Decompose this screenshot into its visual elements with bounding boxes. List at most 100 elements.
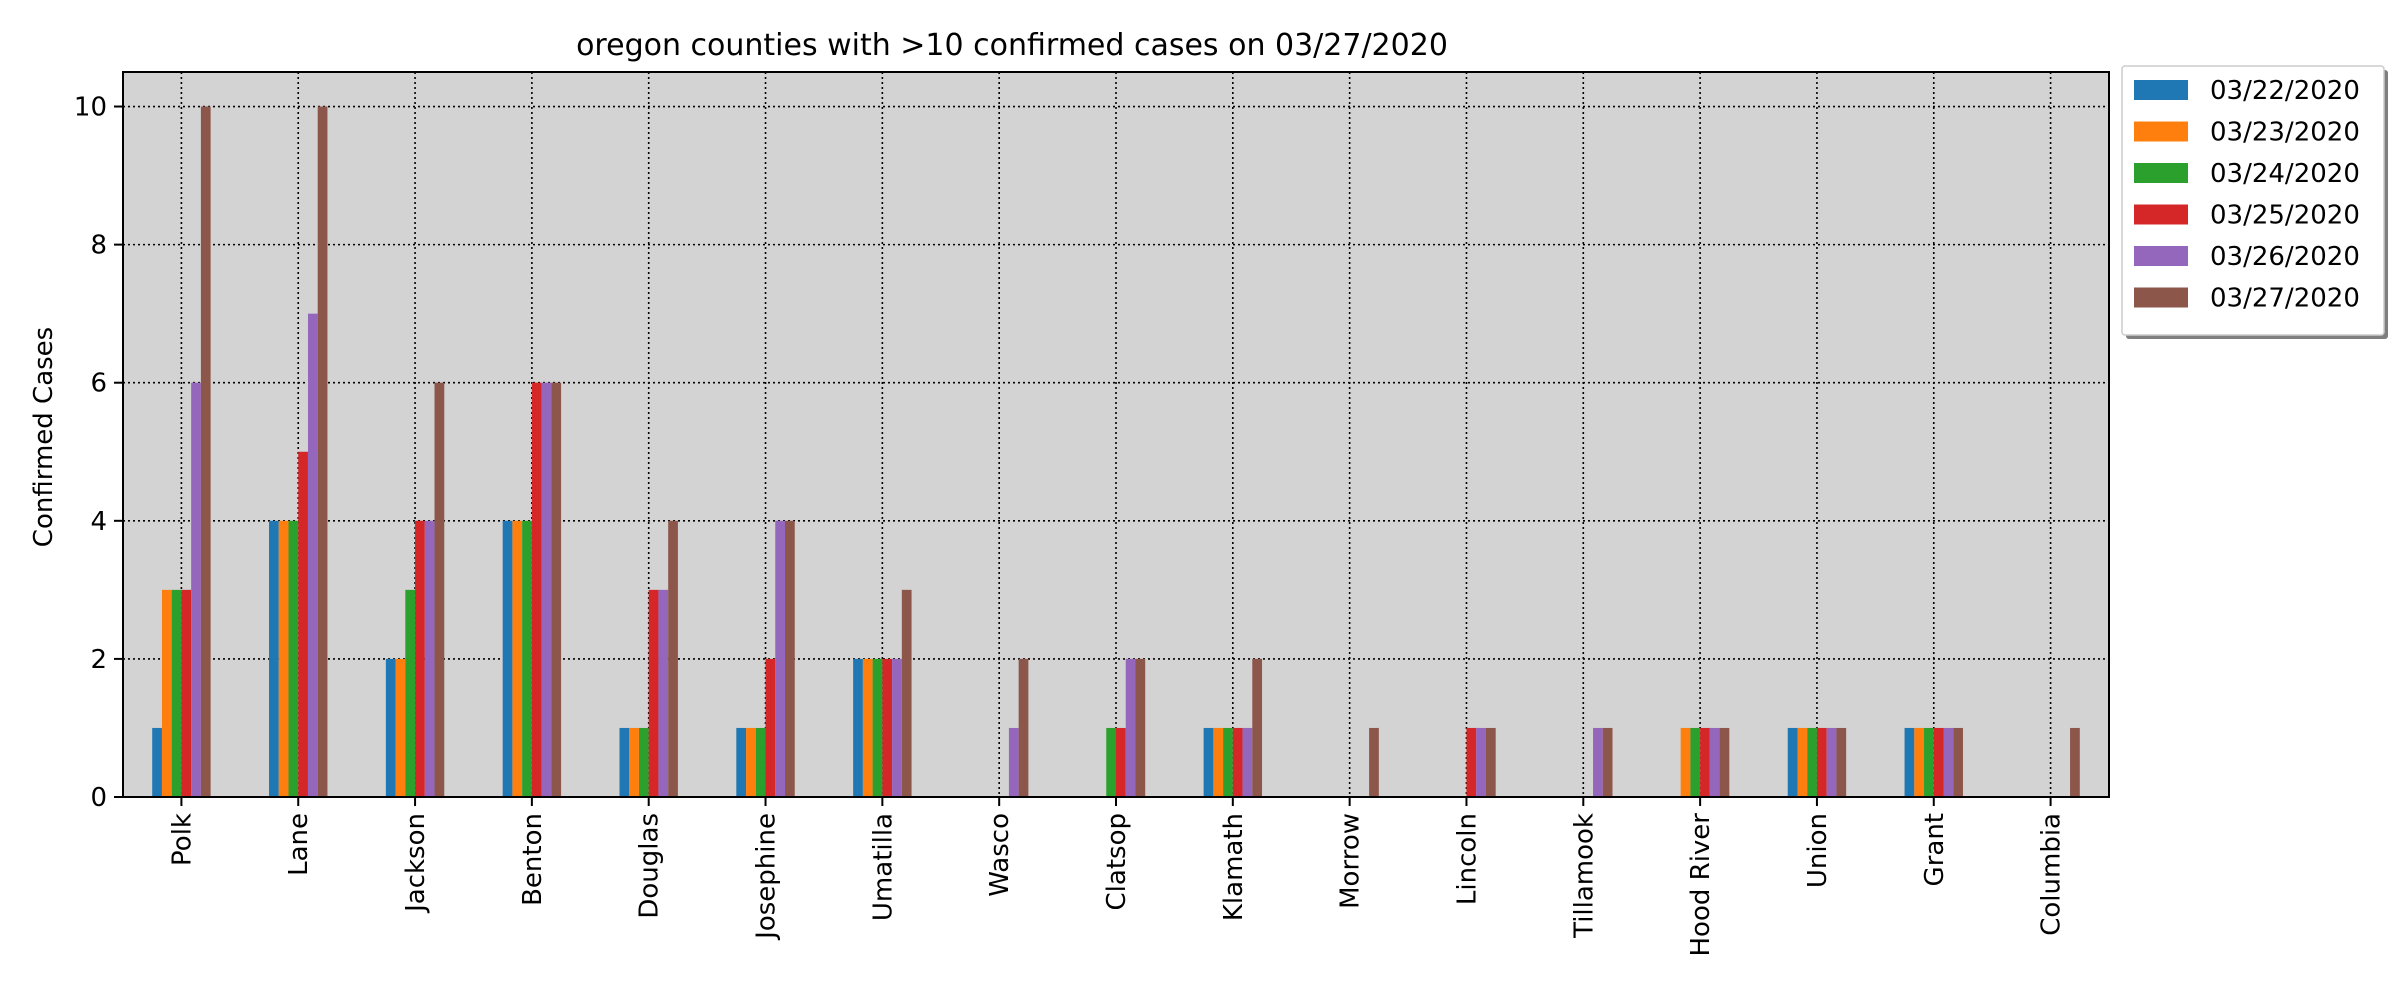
- legend-label: 03/24/2020: [2210, 159, 2360, 189]
- bar: [1125, 658, 1136, 797]
- bar: [405, 589, 416, 797]
- bar: [1106, 727, 1116, 797]
- legend-label: 03/22/2020: [2210, 76, 2360, 106]
- bar: [872, 658, 883, 797]
- y-axis-label: Confirmed Cases: [29, 327, 59, 547]
- bar: [191, 382, 201, 797]
- legend-swatch: [2134, 163, 2188, 183]
- bar: [892, 658, 902, 797]
- bar: [298, 451, 308, 797]
- bars: [152, 106, 2080, 798]
- x-tick-label: Douglas: [635, 813, 665, 919]
- bar: [424, 520, 435, 797]
- chart-title: oregon counties with >10 confirmed cases…: [576, 28, 1448, 63]
- bar: [736, 727, 747, 797]
- bar: [1135, 658, 1146, 797]
- legend-swatch: [2134, 246, 2188, 266]
- x-tick-label: Klamath: [1219, 813, 1249, 921]
- bar: [775, 520, 785, 797]
- bar: [1826, 727, 1837, 797]
- legend-label: 03/27/2020: [2210, 284, 2360, 314]
- bar: [161, 589, 172, 797]
- bar: [1924, 727, 1934, 797]
- bar: [1680, 727, 1691, 797]
- bar: [512, 520, 523, 797]
- bar: [853, 658, 863, 797]
- x-tick-label: Lane: [284, 813, 314, 876]
- legend-label: 03/25/2020: [2210, 201, 2360, 231]
- bar: [1933, 727, 1944, 797]
- bar: [152, 727, 162, 797]
- x-tick-label: Josephine: [752, 813, 782, 941]
- bar: [668, 520, 678, 797]
- legend: 03/22/2020 03/23/2020 03/24/2020 03/25/2020…: [2121, 65, 2388, 339]
- bar: [765, 658, 776, 797]
- bar: [1719, 727, 1730, 797]
- x-ticks: Polk Lane Jackson Benton Douglas Josephine Uma…: [167, 797, 2067, 957]
- bar: [1787, 727, 1798, 797]
- bar: [278, 520, 289, 797]
- x-tick-label: Columbia: [2037, 813, 2067, 936]
- bar: [862, 658, 873, 797]
- y-tick-label: 0: [90, 783, 107, 813]
- bar: [1223, 727, 1233, 797]
- bar: [2070, 727, 2080, 797]
- x-tick-label: Grant: [1920, 813, 1950, 886]
- y-ticks: 0 2 4 6 8 10: [74, 93, 123, 813]
- bar: [638, 727, 649, 797]
- bar: [1943, 727, 1954, 797]
- bar: [269, 520, 279, 797]
- legend-swatch: [2134, 287, 2188, 308]
- bar: [1232, 727, 1243, 797]
- plot-area: 0 2 4 6 8 10 Polk Lane Jackson Benton Douglas Josep…: [74, 71, 2110, 957]
- bar: [901, 589, 912, 797]
- bar: [648, 589, 659, 797]
- bar: [541, 382, 552, 797]
- bar: [181, 589, 192, 797]
- x-tick-label: Clatsop: [1102, 813, 1132, 910]
- bar: [317, 106, 328, 798]
- bar: [415, 520, 425, 797]
- x-tick-label: Benton: [518, 813, 548, 906]
- legend-label: 03/26/2020: [2210, 242, 2360, 272]
- bar: [1953, 727, 1963, 797]
- bar: [1203, 727, 1214, 797]
- bar: [1008, 727, 1019, 797]
- bar: [1476, 727, 1486, 797]
- bar: [1213, 727, 1224, 797]
- legend-swatch: [2134, 121, 2188, 142]
- bar: [619, 727, 630, 797]
- bar: [1485, 727, 1496, 797]
- bar: [1116, 727, 1126, 797]
- x-tick-label: Tillamook: [1569, 813, 1599, 939]
- bar: [1690, 727, 1701, 797]
- bar: [1709, 727, 1720, 797]
- x-tick-label: Morrow: [1336, 813, 1366, 909]
- bar: [1816, 727, 1827, 797]
- legend-swatch: [2134, 80, 2188, 100]
- bar: [629, 727, 639, 797]
- bar: [882, 658, 893, 797]
- y-tick-label: 6: [90, 369, 107, 399]
- bar: [434, 382, 445, 797]
- bar: [785, 520, 795, 797]
- bar: [1242, 727, 1253, 797]
- bar: [1466, 727, 1477, 797]
- bar: [1593, 727, 1603, 797]
- y-tick-label: 10: [74, 93, 107, 123]
- bar: [200, 106, 211, 798]
- bar: [1904, 727, 1915, 797]
- bar: [531, 382, 542, 797]
- bar: [502, 520, 513, 797]
- bar: [1602, 727, 1613, 797]
- x-tick-label: Hood River: [1686, 813, 1716, 957]
- x-tick-label: Union: [1803, 813, 1833, 888]
- bar: [658, 589, 669, 797]
- bar: [1797, 727, 1808, 797]
- bar: [1700, 727, 1710, 797]
- bar: [171, 589, 182, 797]
- x-tick-label: Polk: [167, 813, 197, 866]
- x-tick-label: Jackson: [401, 813, 431, 914]
- legend-swatch: [2134, 204, 2188, 225]
